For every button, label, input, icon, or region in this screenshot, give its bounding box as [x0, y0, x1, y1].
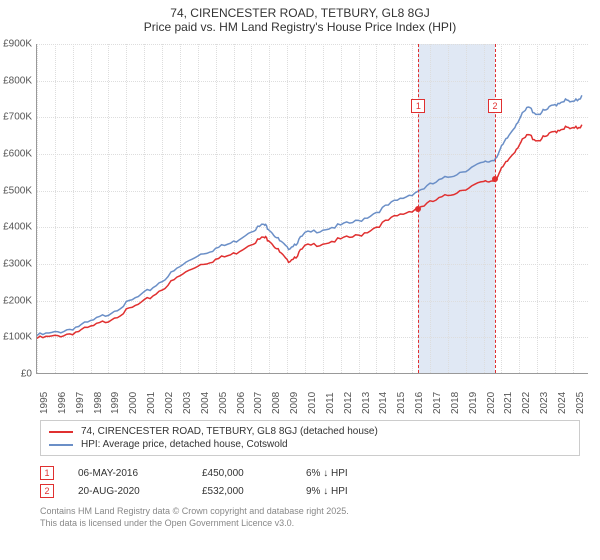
- sale-marker-2: 2: [488, 99, 502, 113]
- x-tick-label: 2000: [128, 392, 139, 414]
- y-tick-label: £100K: [0, 332, 32, 343]
- x-tick-label: 1998: [93, 392, 104, 414]
- sale-vline-2: [495, 44, 496, 373]
- legend-swatch: [49, 444, 73, 446]
- x-tick-label: 2023: [539, 392, 550, 414]
- x-tick-label: 2021: [503, 392, 514, 414]
- footer-line-1: Contains HM Land Registry data © Crown c…: [40, 506, 580, 518]
- x-tick-label: 1996: [57, 392, 68, 414]
- series-svg: [37, 44, 589, 374]
- x-tick-label: 2015: [396, 392, 407, 414]
- sale-row-date: 20-AUG-2020: [78, 486, 178, 497]
- x-tick-label: 2018: [450, 392, 461, 414]
- sale-marker-1: 1: [411, 99, 425, 113]
- y-tick-label: £600K: [0, 149, 32, 160]
- sale-row-marker: 1: [40, 466, 54, 480]
- x-tick-label: 2003: [182, 392, 193, 414]
- x-tick-label: 2009: [289, 392, 300, 414]
- x-tick-label: 2025: [575, 392, 586, 414]
- x-tick-label: 2008: [271, 392, 282, 414]
- legend-swatch: [49, 431, 73, 433]
- title-line-1: 74, CIRENCESTER ROAD, TETBURY, GL8 8GJ: [0, 6, 600, 20]
- legend-row: 74, CIRENCESTER ROAD, TETBURY, GL8 8GJ (…: [49, 425, 571, 438]
- x-tick-label: 2010: [307, 392, 318, 414]
- y-tick-label: £200K: [0, 295, 32, 306]
- legend-label: 74, CIRENCESTER ROAD, TETBURY, GL8 8GJ (…: [81, 426, 378, 437]
- sale-row-date: 06-MAY-2016: [78, 468, 178, 479]
- y-tick-label: £900K: [0, 39, 32, 50]
- x-tick-label: 2024: [557, 392, 568, 414]
- sale-row-price: £532,000: [202, 486, 282, 497]
- y-tick-label: £300K: [0, 259, 32, 270]
- y-tick-label: £800K: [0, 75, 32, 86]
- chart-title: 74, CIRENCESTER ROAD, TETBURY, GL8 8GJ P…: [0, 0, 600, 36]
- x-tick-label: 2014: [378, 392, 389, 414]
- chart-area: 12 £0£100K£200K£300K£400K£500K£600K£700K…: [0, 36, 600, 416]
- x-tick-label: 1999: [110, 392, 121, 414]
- sale-dot-1: [415, 206, 421, 212]
- legend-row: HPI: Average price, detached house, Cots…: [49, 438, 571, 451]
- y-tick-label: £500K: [0, 185, 32, 196]
- x-tick-label: 2020: [486, 392, 497, 414]
- y-tick-label: £700K: [0, 112, 32, 123]
- sale-row-delta: 6% ↓ HPI: [306, 468, 386, 479]
- y-tick-label: £0: [0, 369, 32, 380]
- sale-row-delta: 9% ↓ HPI: [306, 486, 386, 497]
- x-tick-label: 2011: [325, 392, 336, 414]
- x-tick-label: 1995: [39, 392, 50, 414]
- sales-table: 1 06-MAY-2016 £450,000 6% ↓ HPI 2 20-AUG-2020…: [40, 464, 580, 500]
- sale-row-marker: 2: [40, 484, 54, 498]
- x-tick-label: 2002: [164, 392, 175, 414]
- plot-region: 12: [36, 44, 588, 374]
- legend: 74, CIRENCESTER ROAD, TETBURY, GL8 8GJ (…: [40, 420, 580, 456]
- x-tick-label: 1997: [75, 392, 86, 414]
- x-tick-label: 2022: [521, 392, 532, 414]
- x-tick-label: 2006: [236, 392, 247, 414]
- x-tick-label: 2005: [218, 392, 229, 414]
- x-tick-label: 2019: [468, 392, 479, 414]
- x-tick-label: 2001: [146, 392, 157, 414]
- sale-row: 1 06-MAY-2016 £450,000 6% ↓ HPI: [40, 464, 580, 482]
- y-tick-label: £400K: [0, 222, 32, 233]
- x-tick-label: 2017: [432, 392, 443, 414]
- x-tick-label: 2012: [343, 392, 354, 414]
- x-tick-label: 2004: [200, 392, 211, 414]
- x-tick-label: 2013: [361, 392, 372, 414]
- footer-line-2: This data is licensed under the Open Gov…: [40, 518, 580, 530]
- title-line-2: Price paid vs. HM Land Registry's House …: [0, 20, 600, 34]
- sale-dot-2: [492, 176, 498, 182]
- x-tick-label: 2007: [253, 392, 264, 414]
- legend-label: HPI: Average price, detached house, Cots…: [81, 439, 288, 450]
- x-tick-label: 2016: [414, 392, 425, 414]
- sale-row-price: £450,000: [202, 468, 282, 479]
- footer-attribution: Contains HM Land Registry data © Crown c…: [40, 506, 580, 529]
- series-hpi: [37, 95, 582, 335]
- sale-row: 2 20-AUG-2020 £532,000 9% ↓ HPI: [40, 482, 580, 500]
